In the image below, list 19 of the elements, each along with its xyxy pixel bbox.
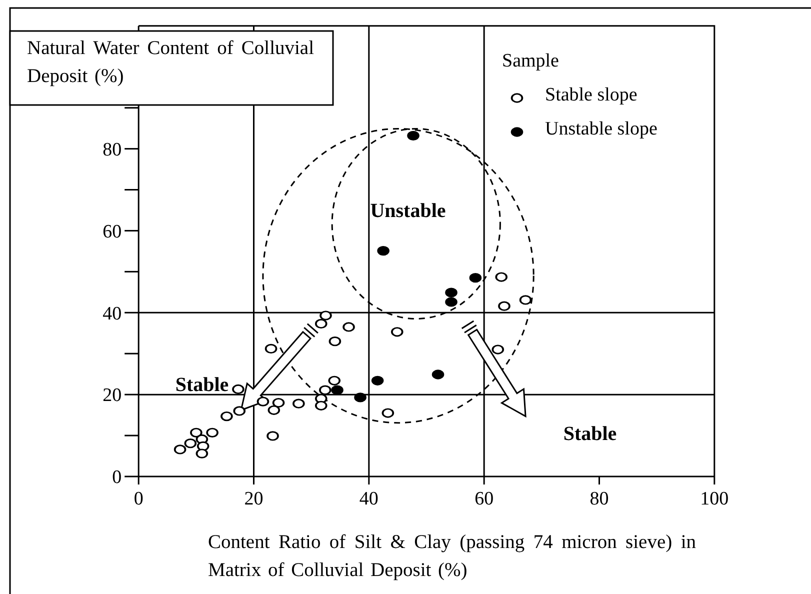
y-tick-label: 20	[102, 385, 122, 406]
y-axis-title: Natural Water Content of Colluvial Deposit (%)	[27, 37, 314, 89]
y-tick-label: 40	[102, 303, 122, 324]
x-tick-label: 20	[244, 488, 264, 510]
x-tick-label: 60	[474, 488, 494, 510]
annotation: Stable	[563, 423, 617, 445]
x-axis-title: Content Ratio of Silt & Clay (passing 74 micron sieve) in Matrix of Colluvial Deposit (%)	[208, 531, 696, 583]
legend-title: Sample	[502, 50, 559, 72]
x-tick-label: 40	[359, 488, 378, 510]
y-tick-label: 60	[102, 221, 122, 242]
legend-label: Unstable slope	[545, 118, 658, 140]
legend-label: Stable slope	[545, 84, 638, 106]
annotation: Stable	[175, 374, 229, 396]
y-tick-label: 80	[102, 139, 122, 160]
y-tick-label: 0	[112, 467, 122, 488]
annotation: Unstable	[370, 200, 446, 222]
x-tick-label: 80	[590, 488, 609, 510]
x-tick-label: 100	[700, 488, 729, 510]
x-tick-label: 0	[134, 488, 144, 510]
